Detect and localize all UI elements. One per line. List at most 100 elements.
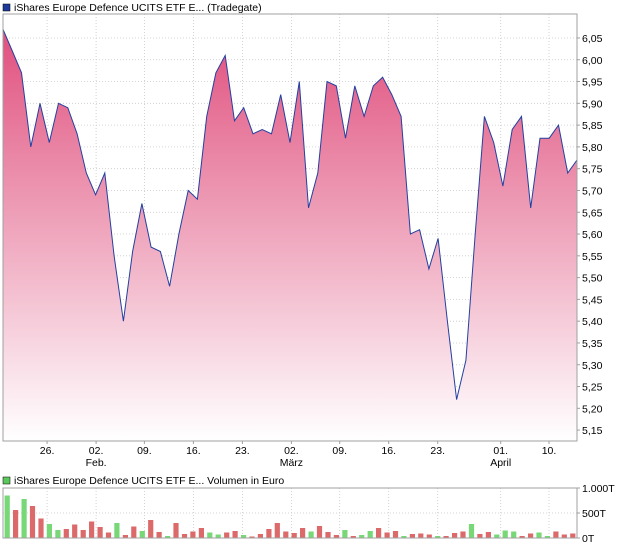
x-tick-label: 23. (430, 445, 445, 457)
volume-bar (494, 534, 500, 538)
volume-bar (452, 533, 458, 538)
x-month-label: März (280, 457, 303, 469)
volume-bar (114, 523, 120, 538)
volume-bar (443, 536, 449, 538)
y-tick-label: 5,95 (582, 77, 603, 89)
volume-bar (224, 532, 230, 538)
x-tick-label: 01. (493, 445, 508, 457)
volume-bar (198, 528, 204, 538)
price-area-fill (3, 29, 577, 442)
volume-bar (89, 521, 95, 538)
volume-bar (274, 523, 280, 538)
volume-bar (409, 534, 415, 538)
y-tick-label: 5,35 (582, 338, 603, 350)
volume-bar (561, 534, 567, 538)
y-tick-label: 5,30 (582, 360, 603, 372)
volume-bar (519, 536, 525, 538)
volume-y-tick-label: 1.000T (582, 483, 615, 495)
price-plot-frame (2, 13, 578, 442)
price-chart-title: iShares Europe Defence UCITS ETF E... (T… (14, 2, 262, 14)
y-tick-label: 5,75 (582, 164, 603, 176)
volume-bar (283, 531, 289, 538)
volume-bar (300, 528, 306, 538)
volume-bar (316, 526, 323, 538)
y-tick-label: 5,55 (582, 251, 603, 263)
price-legend-swatch (2, 3, 11, 12)
price-series-line (2, 29, 578, 400)
volume-bar (418, 533, 424, 538)
x-tick-label: 23. (235, 445, 250, 457)
volume-bar (190, 531, 196, 538)
y-tick-label: 5,15 (582, 425, 603, 437)
volume-bar (367, 531, 373, 538)
volume-bar (342, 530, 348, 538)
volume-bar (266, 529, 272, 538)
y-tick-label: 5,90 (582, 98, 603, 110)
volume-bar (232, 531, 238, 538)
volume-bar (55, 530, 61, 538)
volume-bar (468, 524, 475, 538)
y-tick-label: 5,25 (582, 382, 603, 394)
volume-y-tick-label: 0T (582, 533, 595, 545)
x-month-label: Feb. (86, 457, 107, 469)
x-tick-label: 02. (89, 445, 104, 457)
volume-bar (46, 524, 52, 538)
y-tick-label: 5,50 (582, 273, 603, 285)
volume-bar (249, 536, 255, 538)
volume-bar (156, 532, 162, 538)
volume-y-tick-label: 500T (582, 508, 607, 520)
volume-bar (544, 536, 550, 538)
volume-bar (105, 532, 112, 538)
volume-bar (536, 532, 542, 538)
volume-bar (207, 532, 213, 538)
volume-bar (4, 495, 10, 538)
x-month-label: April (490, 457, 511, 469)
volume-bar (97, 527, 103, 538)
volume-bar (291, 533, 297, 538)
x-tick-label: 16. (381, 445, 396, 457)
volume-bar (241, 535, 247, 538)
volume-bar (477, 534, 483, 538)
volume-bar (72, 524, 78, 538)
x-tick-label: 02. (284, 445, 299, 457)
volume-chart-title: iShares Europe Defence UCITS ETF E... Vo… (14, 475, 284, 487)
volume-bar (165, 536, 171, 538)
volume-legend-swatch (2, 476, 11, 485)
volume-bar (21, 499, 27, 538)
y-tick-label: 6,05 (582, 33, 603, 45)
volume-bar (426, 534, 432, 538)
x-tick-label: 09. (332, 445, 347, 457)
volume-bar (553, 531, 559, 538)
volume-bar (359, 535, 365, 538)
volume-bar (460, 531, 466, 538)
volume-bar (502, 530, 508, 538)
volume-bar (392, 531, 399, 538)
volume-bar (257, 534, 263, 538)
y-tick-label: 5,85 (582, 120, 603, 132)
y-tick-label: 6,00 (582, 55, 603, 67)
volume-bar (181, 534, 188, 538)
volume-bar (13, 510, 19, 538)
x-tick-label: 16. (186, 445, 201, 457)
volume-bar (139, 531, 145, 538)
y-tick-label: 5,65 (582, 207, 603, 219)
volume-bar (122, 535, 128, 538)
volume-bar (528, 533, 534, 538)
volume-bar (485, 532, 491, 538)
volume-bar (29, 506, 36, 538)
y-tick-label: 5,80 (582, 142, 603, 154)
volume-bar (325, 532, 331, 538)
volume-bar (80, 530, 86, 538)
volume-bar (131, 526, 137, 538)
y-tick-label: 5,60 (582, 229, 603, 241)
volume-bar (350, 536, 356, 538)
volume-bar (173, 523, 179, 538)
volume-bar (215, 534, 221, 538)
volume-bar (570, 533, 576, 538)
volume-bar (511, 531, 517, 538)
volume-bar (63, 529, 69, 538)
y-tick-label: 5,20 (582, 403, 603, 415)
y-tick-label: 5,45 (582, 294, 603, 306)
volume-bar (38, 518, 44, 538)
